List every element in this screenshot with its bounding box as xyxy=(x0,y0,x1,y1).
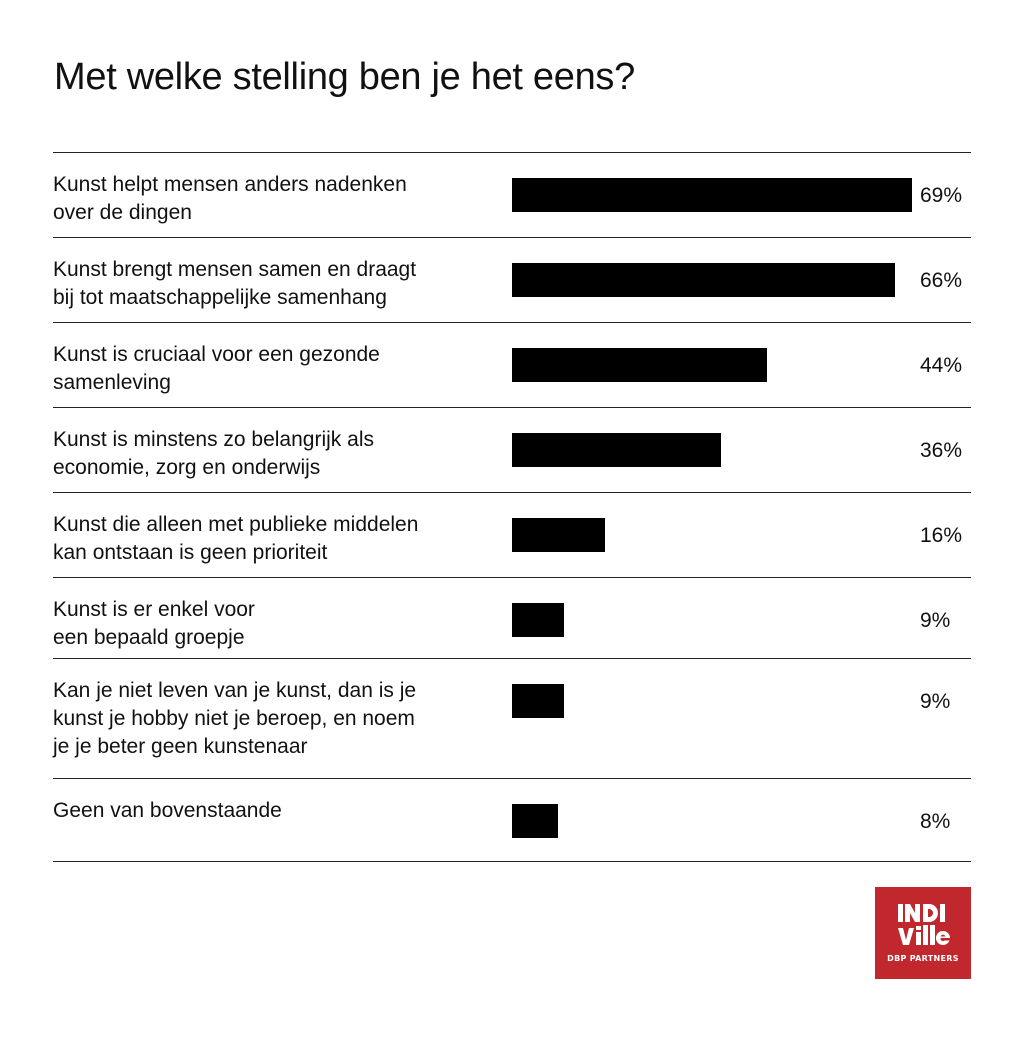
category-label-line: een bepaald groepje xyxy=(53,626,245,649)
category-label-line: Geen van bovenstaande xyxy=(53,799,282,822)
chart-title: Met welke stelling ben je het eens? xyxy=(54,56,635,98)
value-label: 16% xyxy=(920,524,963,547)
chart-row: Kunst is cruciaal voor een gezonde samenl… xyxy=(53,322,971,407)
category-label: Kunst is minstens zo belangrijk als econo… xyxy=(53,426,493,482)
chart-row: Geen van bovenstaande 8% xyxy=(53,778,971,862)
category-label-line: je je beter geen kunstenaar xyxy=(53,735,308,758)
indiville-logo: DBP PARTNERS xyxy=(875,887,971,979)
bar xyxy=(512,263,895,297)
category-label-line: kan ontstaan is geen prioriteit xyxy=(53,541,328,564)
category-label: Kunst helpt mensen anders nadenken over d… xyxy=(53,171,493,227)
indiville-logo-mark xyxy=(898,904,950,945)
category-label: Kunst brengt mensen samen en draagt bij t… xyxy=(53,256,493,312)
chart-row: Kunst die alleen met publieke middelen ka… xyxy=(53,492,971,577)
value-label: 8% xyxy=(920,810,951,833)
category-label: Kan je niet leven van je kunst, dan is j… xyxy=(53,677,493,761)
category-label-line: over de dingen xyxy=(53,201,192,224)
category-label-line: Kunst helpt mensen anders nadenken xyxy=(53,173,407,196)
category-label-line: Kunst is cruciaal voor een gezonde xyxy=(53,343,380,366)
category-label-line: Kunst is er enkel voor xyxy=(53,598,255,621)
category-label-line: Kunst is minstens zo belangrijk als xyxy=(53,428,374,451)
category-label-line: Kunst brengt mensen samen en draagt xyxy=(53,258,417,281)
chart-row: Kunst brengt mensen samen en draagt bij t… xyxy=(53,237,971,322)
logo-subtitle: DBP PARTNERS xyxy=(887,954,959,963)
value-label: 69% xyxy=(920,184,963,207)
category-label-line: samenleving xyxy=(53,371,171,394)
bar xyxy=(512,804,558,838)
category-label-line: Kunst die alleen met publieke middelen xyxy=(53,513,419,536)
bar xyxy=(512,433,721,467)
bar xyxy=(512,178,912,212)
bar xyxy=(512,603,564,637)
chart-row: Kunst helpt mensen anders nadenken over d… xyxy=(53,152,971,237)
category-label-line: economie, zorg en onderwijs xyxy=(53,456,321,479)
category-label: Kunst is er enkel voor een bepaald groepj… xyxy=(53,596,493,652)
value-label: 44% xyxy=(920,354,963,377)
value-label: 9% xyxy=(920,609,951,632)
category-label-line: kunst je hobby niet je beroep, en noem xyxy=(53,707,415,730)
bar xyxy=(512,518,605,552)
value-label: 36% xyxy=(920,439,963,462)
value-label: 9% xyxy=(920,690,951,713)
chart-row: Kan je niet leven van je kunst, dan is j… xyxy=(53,658,971,778)
category-label: Geen van bovenstaande xyxy=(53,797,493,825)
bar xyxy=(512,684,564,718)
category-label: Kunst die alleen met publieke middelen ka… xyxy=(53,511,493,567)
category-label-line: Kan je niet leven van je kunst, dan is j… xyxy=(53,679,417,702)
value-label: 66% xyxy=(920,269,963,292)
chart-row: Kunst is minstens zo belangrijk als econo… xyxy=(53,407,971,492)
category-label: Kunst is cruciaal voor een gezonde samenl… xyxy=(53,341,493,397)
chart-row: Kunst is er enkel voor een bepaald groepj… xyxy=(53,577,971,658)
bar xyxy=(512,348,767,382)
category-label-line: bij tot maatschappelijke samenhang xyxy=(53,286,387,309)
bar-chart: Kunst helpt mensen anders nadenken over d… xyxy=(53,152,971,862)
